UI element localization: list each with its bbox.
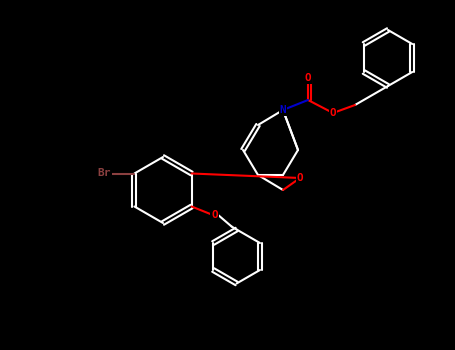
Text: O: O (297, 173, 303, 183)
Text: O: O (211, 210, 218, 219)
Text: Br: Br (98, 168, 111, 178)
Text: N: N (280, 105, 286, 115)
Text: O: O (305, 73, 311, 83)
Text: O: O (329, 108, 336, 118)
